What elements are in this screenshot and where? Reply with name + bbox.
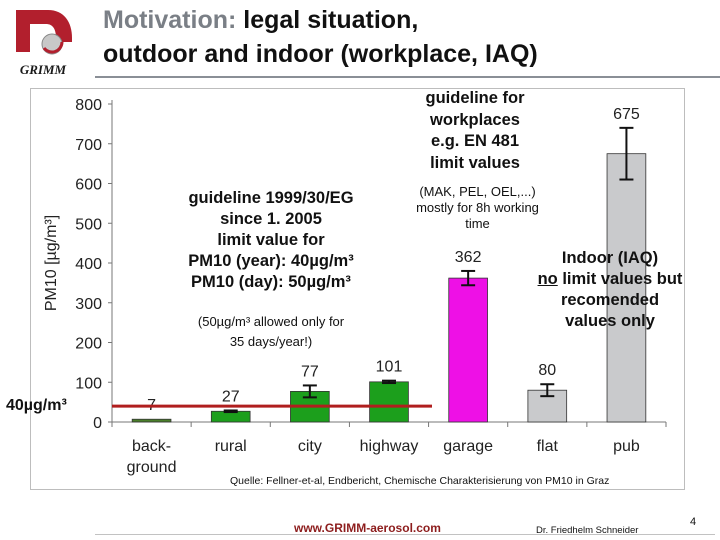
page-number: 4 [690,516,697,528]
x-tick-label: back- [132,438,171,455]
note-work-line: guideline for [425,89,525,107]
y-tick-label: 800 [75,97,102,114]
note-iaq-line: values only [565,312,655,330]
x-tick-label: garage [443,438,493,455]
slide-title-line2: outdoor and indoor (workplace, IAQ) [103,40,538,68]
x-tick-label: pub [613,438,640,455]
title-accent: Motivation: [103,6,237,34]
bar [606,153,647,423]
note-work-small-line: (MAK, PEL, OEL,...) [419,184,536,199]
note-eg-line: PM10 (day): 50µg/m³ [191,273,351,291]
data-label: 101 [376,359,403,376]
y-tick-label: 700 [75,137,102,154]
y-tick-label: 100 [75,375,102,392]
y-tick-label: 300 [75,296,102,313]
y-tick-label: 600 [75,177,102,194]
grimm-logo: GRIMM [16,10,72,77]
note-workplace-guideline: guideline for workplaces e.g. EN 481 lim… [385,88,565,174]
logo-text: GRIMM [20,62,67,77]
data-label: 675 [613,106,640,123]
note-eg-line: limit value for [217,231,325,249]
y-tick-label: 200 [75,336,102,353]
chart-frame [30,88,685,490]
note-iaq-line: recomended [560,291,660,309]
y-tick-label: 0 [93,415,102,432]
note-eu-guideline-detail: (50µg/m³ allowed only for 35 days/year!) [155,312,387,352]
y-axis-title: PM10 [µg/m³] [43,215,60,311]
note-work-line: workplaces [430,110,520,129]
note-eg-small-line: (50µg/m³ allowed only for [197,314,345,329]
note-eg-line: PM10 (year): 40µg/m³ [188,252,354,270]
data-label: 362 [455,249,482,266]
data-label: 77 [301,363,319,380]
data-label: 80 [538,362,556,379]
bar [131,418,172,423]
note-iaq-line: no limit values but [515,269,705,290]
note-work-small-line: mostly for 8h working [416,200,539,215]
footer-divider [95,534,715,535]
note-work-small-line: time [465,216,490,231]
y-tick-label: 500 [75,216,102,233]
note-iaq-rest: limit values but [557,270,683,288]
x-tick-label: ground [127,459,177,476]
note-work-line: limit values [430,153,520,172]
note-iaq-line: Indoor (IAQ) [561,249,659,267]
note-work-line: e.g. EN 481 [430,132,520,150]
y-tick-label: 400 [75,256,102,273]
x-tick-label: flat [537,438,559,455]
website-url: www.GRIMM-aerosol.com [294,521,441,535]
x-tick-label: city [298,438,322,455]
note-eg-line: since 1. 2005 [220,210,322,228]
note-iaq-no: no [537,270,558,288]
bar [369,381,409,423]
bar [448,277,488,423]
note-eg-line: guideline 1999/30/EG [188,189,354,207]
note-eu-guideline: guideline 1999/30/EG since 1. 2005 limit… [155,188,387,293]
note-workplace-detail: (MAK, PEL, OEL,...) mostly for 8h workin… [390,184,565,232]
author-name: Dr. Friedhelm Schneider [536,525,639,536]
limit-line-label: 40µg/m³ [6,397,67,414]
x-tick-label: highway [360,438,419,455]
x-tick-label: rural [215,438,247,455]
title-divider [95,76,720,78]
note-indoor-iaq: Indoor (IAQ) no limit values but recomen… [515,248,705,332]
note-eg-small-line: 35 days/year!) [229,334,313,349]
source-citation: Quelle: Fellner-et-al, Endbericht, Chemi… [230,475,610,487]
slide-title-line1: Motivation: legal situation, [103,6,418,35]
data-label: 27 [222,388,240,405]
title-rest: legal situation, [236,6,419,34]
